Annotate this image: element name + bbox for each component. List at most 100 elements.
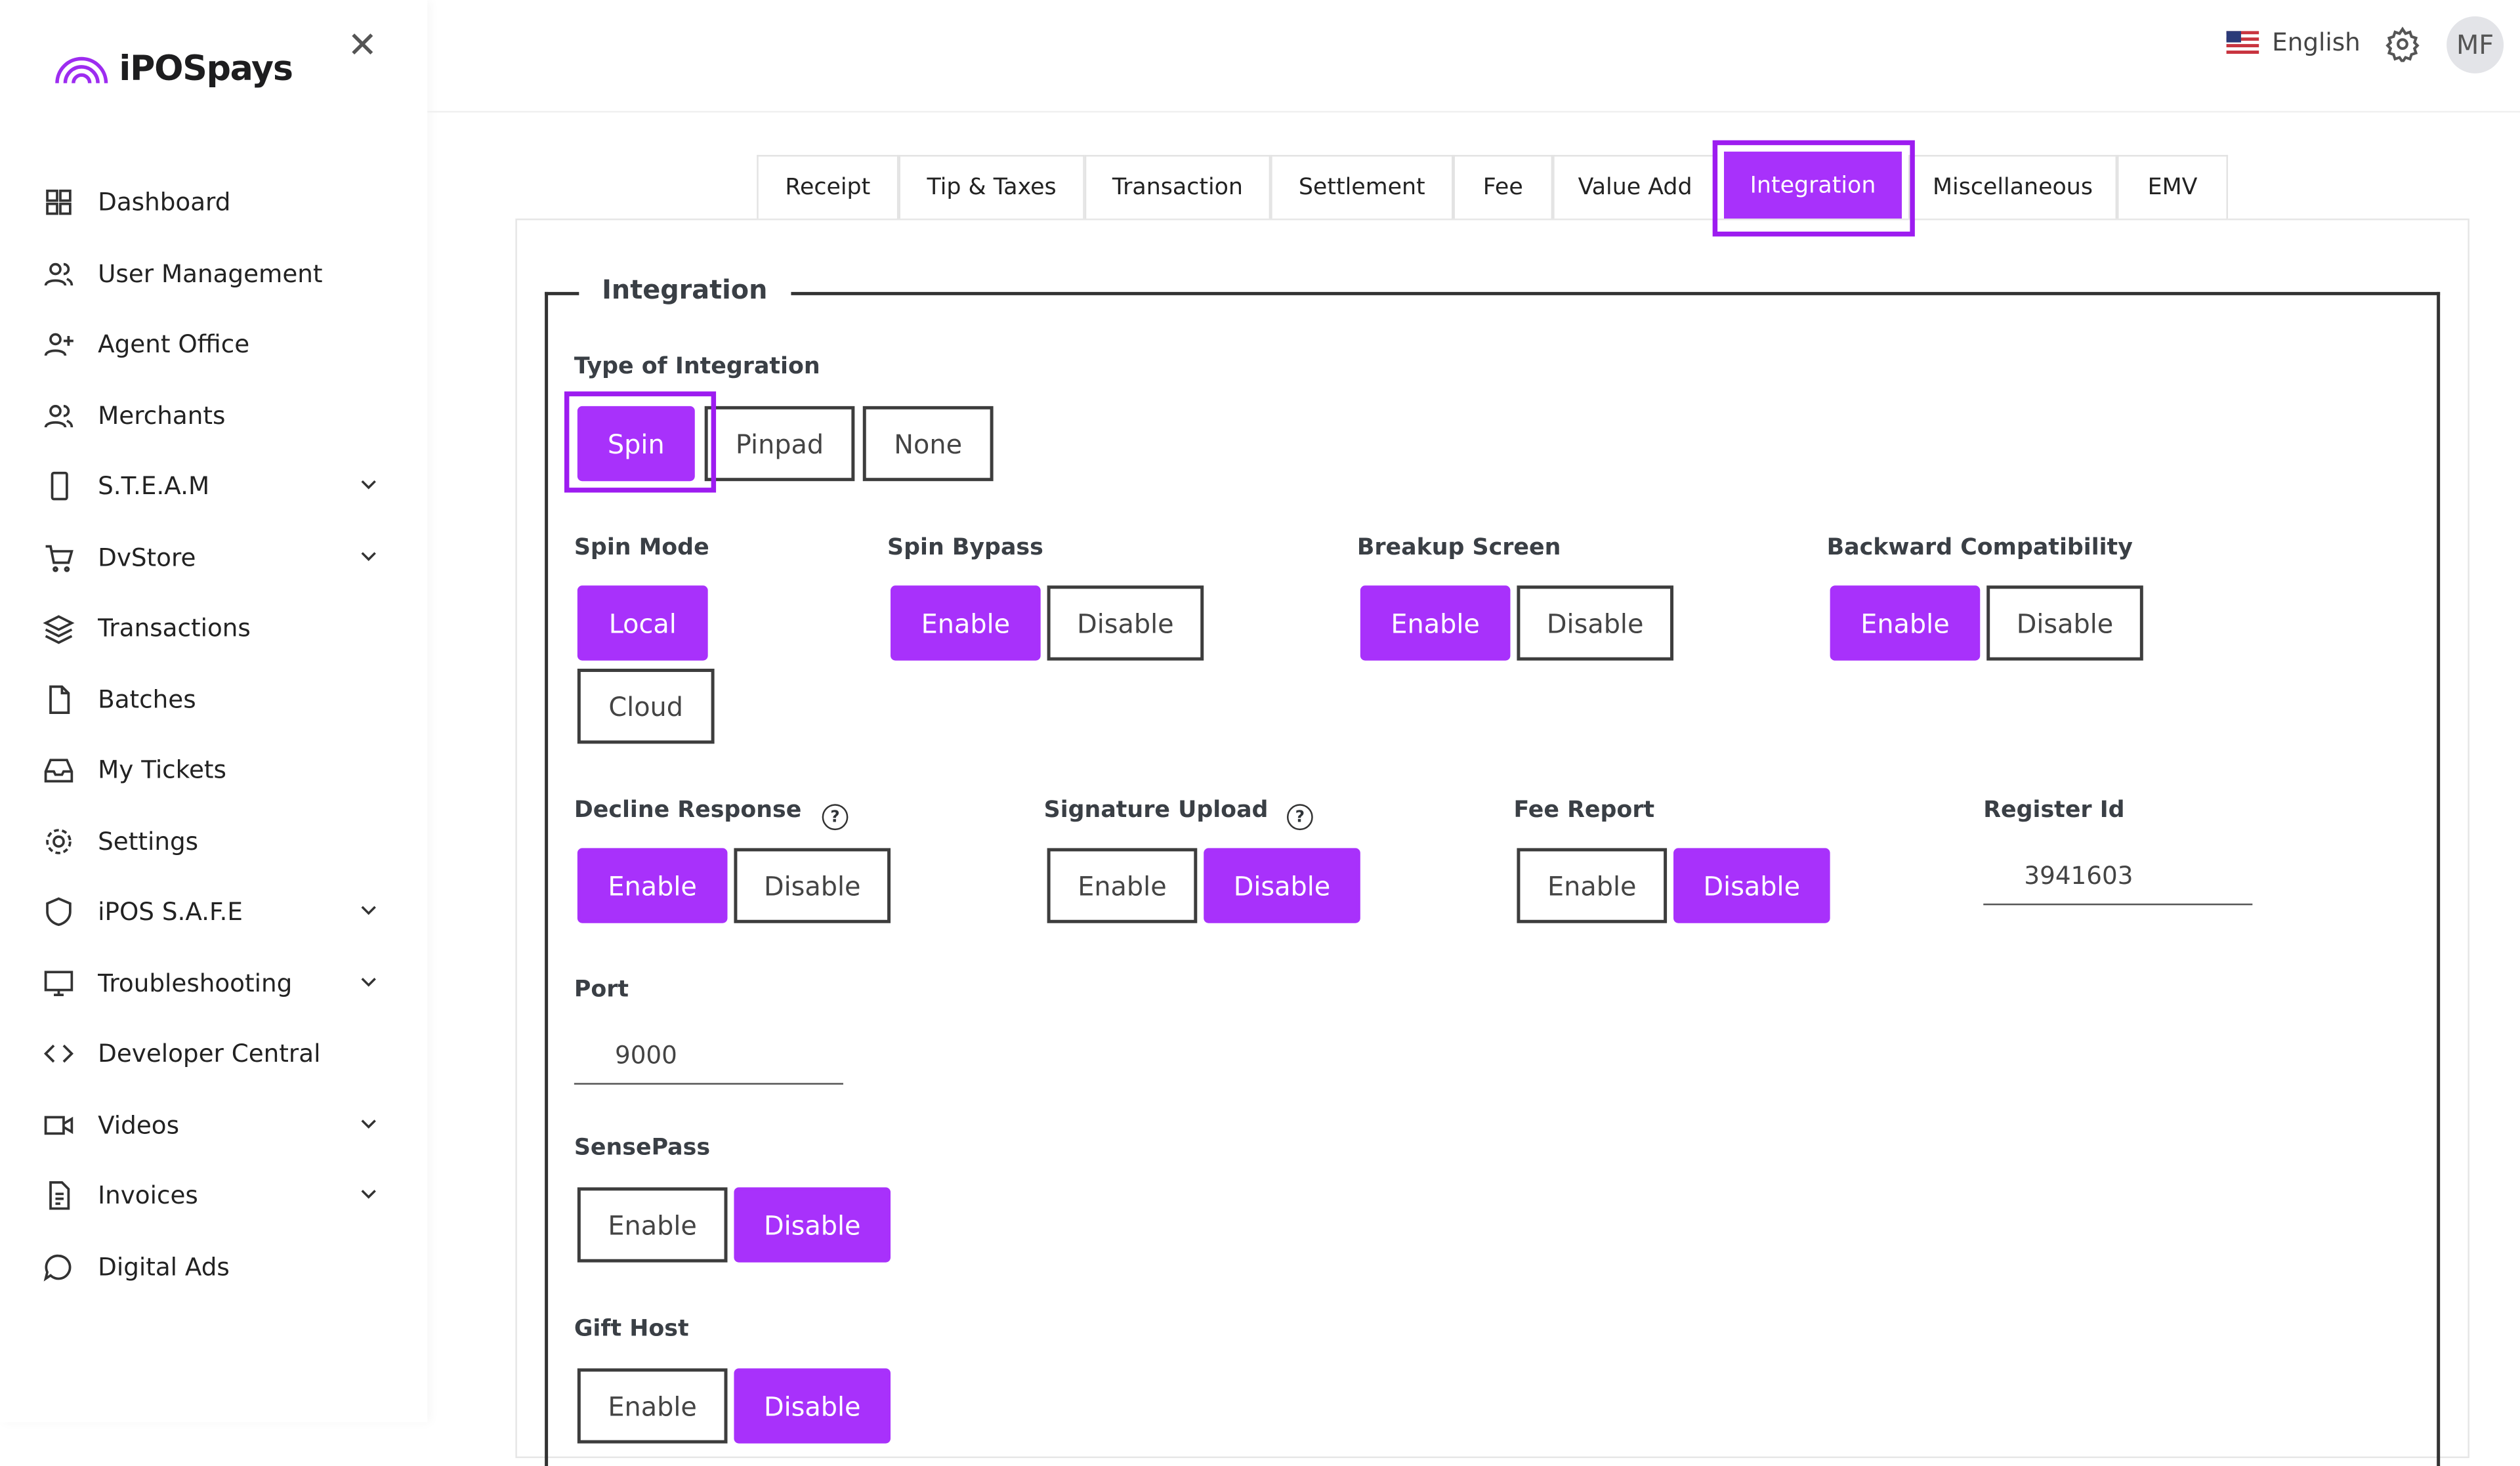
code-icon <box>43 1037 75 1070</box>
logo[interactable]: iPOSpays <box>54 49 293 89</box>
sidebar-item-dvstore[interactable]: DvStore <box>43 532 385 581</box>
sidebar-item-invoices[interactable]: Invoices <box>43 1171 385 1221</box>
sidebar-item-label: Dashboard <box>98 187 231 217</box>
sidebar-item-label: Batches <box>98 684 196 714</box>
sidebar-item-merchants[interactable]: Merchants <box>43 390 385 440</box>
gear-icon <box>43 824 75 857</box>
sidebar-item-label: Merchants <box>98 400 226 430</box>
backward-compatibility-enable-button[interactable]: Enable <box>1830 585 1981 661</box>
sidebar-item-label: Digital Ads <box>98 1251 230 1282</box>
topbar <box>427 0 2520 113</box>
tab-value-add[interactable]: Value Add <box>1553 155 1718 219</box>
decline-response-label: Decline Response <box>574 797 802 824</box>
tab-emv[interactable]: EMV <box>2117 155 2229 219</box>
sidebar-item-videos[interactable]: Videos <box>43 1100 385 1149</box>
tab-receipt[interactable]: Receipt <box>757 155 899 219</box>
fee-report-disable-button[interactable]: Disable <box>1673 848 1830 923</box>
shield-icon <box>43 895 75 928</box>
chevron-down-icon <box>361 906 376 915</box>
sidebar-item-label: Invoices <box>98 1181 198 1211</box>
fee-report-enable-button[interactable]: Enable <box>1517 848 1668 923</box>
sensepass-disable-button[interactable]: Disable <box>734 1187 891 1263</box>
sidebar-item-transactions[interactable]: Transactions <box>43 604 385 653</box>
grid-icon <box>43 186 75 219</box>
phone-icon <box>43 470 75 503</box>
backward-compatibility-disable-button[interactable]: Disable <box>1986 585 2143 661</box>
sidebar-item-label: User Management <box>98 258 323 288</box>
users-icon <box>43 399 75 432</box>
sidebar-item-label: DvStore <box>98 542 196 572</box>
spin-mode-local-button[interactable]: Local <box>577 585 708 661</box>
sidebar-item-agent-office[interactable]: Agent Office <box>43 320 385 369</box>
language-selector[interactable]: English <box>2226 28 2361 57</box>
register-id-label: Register Id <box>1983 797 2125 824</box>
sidebar-item-dashboard[interactable]: Dashboard <box>43 178 385 227</box>
sidebar-item-ipos-s-a-f-e[interactable]: iPOS S.A.F.E <box>43 887 385 936</box>
chevron-down-icon <box>361 551 376 560</box>
chevron-down-icon <box>361 480 376 490</box>
gift-host-disable-button[interactable]: Disable <box>734 1368 891 1444</box>
type-of-integration-none-button[interactable]: None <box>862 406 994 482</box>
sidebar-item-digital-ads[interactable]: Digital Ads <box>43 1242 385 1291</box>
spin-bypass-enable-button[interactable]: Enable <box>891 585 1041 661</box>
avatar[interactable]: MF <box>2446 16 2504 73</box>
sidebar-item-my-tickets[interactable]: My Tickets <box>43 745 385 795</box>
tab-fee[interactable]: Fee <box>1453 155 1553 219</box>
settings-gear-icon[interactable] <box>2385 26 2421 69</box>
sidebar-item-developer-central[interactable]: Developer Central <box>43 1029 385 1078</box>
decline-response-enable-button[interactable]: Enable <box>577 848 728 923</box>
sidebar-item-settings[interactable]: Settings <box>43 816 385 866</box>
type-of-integration-label: Type of Integration <box>574 354 820 381</box>
sidebar-item-label: My Tickets <box>98 755 226 785</box>
rainbow-logo-icon <box>55 56 108 84</box>
close-sidebar-icon[interactable]: ✕ <box>347 26 378 67</box>
spin-mode-label: Spin Mode <box>574 535 709 561</box>
sidebar-item-troubleshooting[interactable]: Troubleshooting <box>43 958 385 1007</box>
tab-miscellaneous[interactable]: Miscellaneous <box>1908 155 2118 219</box>
type-of-integration-pinpad-button[interactable]: Pinpad <box>704 406 855 482</box>
port-label: Port <box>574 976 629 1003</box>
signature-upload-enable-button[interactable]: Enable <box>1047 848 1198 923</box>
register-id-input[interactable] <box>1983 848 2253 906</box>
layers-icon <box>43 612 75 644</box>
file-icon <box>43 682 75 715</box>
chevron-down-icon <box>361 1190 376 1199</box>
sidebar-item-label: iPOS S.A.F.E <box>98 896 243 927</box>
sensepass-label: SensePass <box>574 1135 711 1162</box>
sidebar-item-batches[interactable]: Batches <box>43 675 385 724</box>
us-flag-icon <box>2226 31 2259 54</box>
tab-settlement[interactable]: Settlement <box>1270 155 1454 219</box>
signature-upload-disable-button[interactable]: Disable <box>1204 848 1360 923</box>
backward-compatibility-label: Backward Compatibility <box>1826 535 2133 561</box>
tab-integration[interactable]: Integration <box>1724 152 1902 219</box>
gift-host-enable-button[interactable]: Enable <box>577 1368 728 1444</box>
breakup-screen-enable-button[interactable]: Enable <box>1360 585 1511 661</box>
tab-tip-taxes[interactable]: Tip & Taxes <box>898 155 1085 219</box>
tab-transaction[interactable]: Transaction <box>1084 155 1271 219</box>
user-plus-icon <box>43 328 75 361</box>
sidebar-item-label: Videos <box>98 1110 180 1140</box>
sidebar-item-label: Developer Central <box>98 1039 321 1068</box>
monitor-icon <box>43 967 75 999</box>
port-input[interactable] <box>574 1027 843 1085</box>
fieldset-legend: Integration <box>579 274 791 305</box>
sensepass-enable-button[interactable]: Enable <box>577 1187 728 1263</box>
chevron-down-icon <box>361 1118 376 1128</box>
sidebar: iPOSpays ✕ Dashboard User Management Agent… <box>0 0 428 1423</box>
sidebar-item-label: Agent Office <box>98 329 250 359</box>
breakup-screen-disable-button[interactable]: Disable <box>1517 585 1674 661</box>
sidebar-item-label: S.T.E.A.M <box>98 471 210 501</box>
gift-host-label: Gift Host <box>574 1316 689 1343</box>
breakup-screen-label: Breakup Screen <box>1356 535 1561 561</box>
sidebar-item-user-management[interactable]: User Management <box>43 249 385 298</box>
sidebar-item-label: Transactions <box>98 613 251 643</box>
spin-bypass-disable-button[interactable]: Disable <box>1047 585 1204 661</box>
help-icon[interactable]: ? <box>1286 804 1313 831</box>
type-of-integration-spin-button[interactable]: Spin <box>577 406 695 482</box>
help-icon[interactable]: ? <box>822 804 849 831</box>
decline-response-disable-button[interactable]: Disable <box>734 848 891 923</box>
spin-mode-cloud-button[interactable]: Cloud <box>577 669 715 744</box>
video-icon <box>43 1108 75 1141</box>
brand-name: iPOSpays <box>119 49 293 89</box>
sidebar-item-s-t-e-a-m[interactable]: S.T.E.A.M <box>43 461 385 511</box>
